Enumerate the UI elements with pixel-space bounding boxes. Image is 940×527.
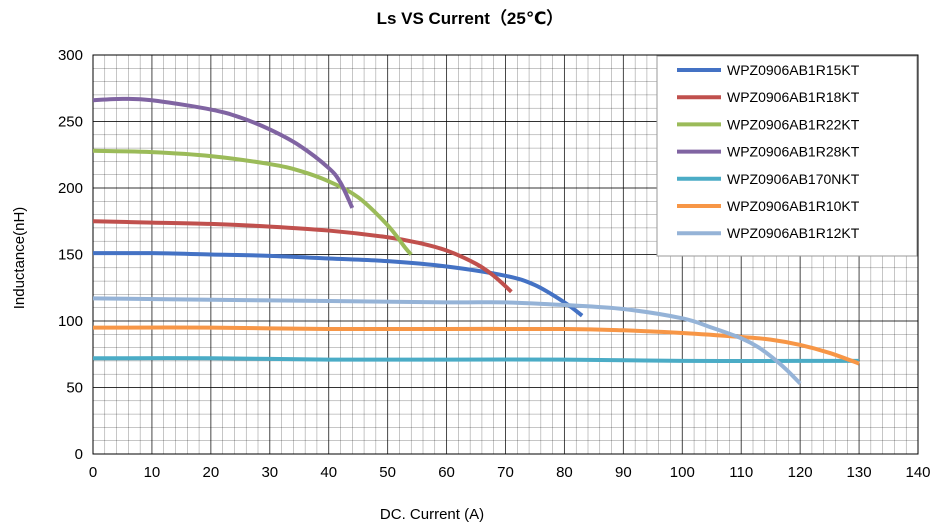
y-tick-label: 0 — [75, 446, 83, 463]
y-tick-labels: 0 50 100 150 200 250 300 — [58, 47, 83, 463]
x-tick-label: 110 — [729, 464, 753, 481]
y-axis-title: Inductance(nH) — [11, 207, 28, 310]
y-tick-label: 250 — [58, 114, 83, 131]
y-tick-label: 100 — [58, 313, 83, 330]
x-tick-label: 60 — [438, 464, 455, 481]
legend-box — [656, 55, 918, 257]
legend-label: WPZ0906AB1R10KT — [727, 198, 860, 214]
legend: WPZ0906AB1R15KT WPZ0906AB1R18KT WPZ0906AB1… — [656, 55, 918, 257]
x-tick-label: 0 — [89, 464, 97, 481]
x-tick-labels: 0 10 20 30 40 50 60 70 80 90 100 110 120 130 140 — [89, 464, 931, 481]
legend-label: WPZ0906AB1R12KT — [727, 225, 860, 241]
series-line-wpz0906ab1r18kt — [92, 219, 513, 294]
y-tick-label: 300 — [58, 47, 83, 64]
series-line-wpz0906ab1r28kt — [92, 96, 355, 209]
x-tick-label: 50 — [379, 464, 396, 481]
x-tick-label: 70 — [497, 464, 514, 481]
x-tick-label: 140 — [905, 464, 930, 481]
legend-label: WPZ0906AB1R28KT — [727, 144, 860, 160]
x-tick-label: 40 — [320, 464, 337, 481]
series-line-wpz0906ab1r10kt — [92, 325, 860, 366]
series-layer — [92, 96, 860, 385]
x-tick-label: 30 — [261, 464, 278, 481]
legend-label: WPZ0906AB170NKT — [727, 171, 860, 187]
y-tick-label: 200 — [58, 180, 83, 197]
series-line-wpz0906ab1r12kt — [92, 296, 802, 385]
series-line-wpz0906ab1r22kt — [92, 148, 413, 256]
x-tick-label: 80 — [556, 464, 573, 481]
y-tick-label: 150 — [58, 247, 83, 264]
chart-title: Ls VS Current（25℃） — [377, 8, 564, 28]
legend-label: WPZ0906AB1R18KT — [727, 89, 860, 105]
x-tick-label: 20 — [203, 464, 220, 481]
x-tick-label: 90 — [615, 464, 632, 481]
x-axis-title: DC. Current (A) — [380, 506, 484, 523]
series-line-wpz0906ab170nkt — [92, 356, 860, 363]
legend-label: WPZ0906AB1R22KT — [727, 116, 860, 132]
y-tick-label: 50 — [66, 380, 83, 397]
x-tick-label: 10 — [144, 464, 161, 481]
series-line-wpz0906ab1r15kt — [92, 251, 584, 318]
x-tick-label: 130 — [847, 464, 872, 481]
x-tick-label: 120 — [788, 464, 813, 481]
legend-label: WPZ0906AB1R15KT — [727, 62, 860, 78]
x-tick-label: 100 — [670, 464, 695, 481]
